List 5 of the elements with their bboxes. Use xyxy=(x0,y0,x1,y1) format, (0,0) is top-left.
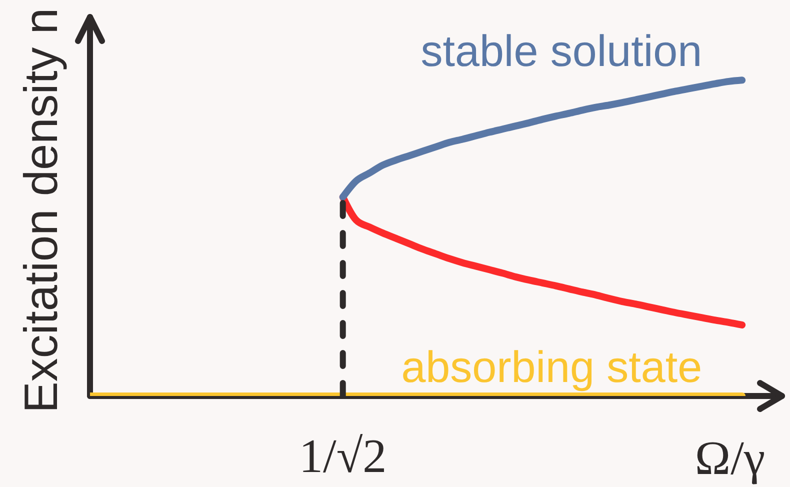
series-label: stable solution xyxy=(420,27,702,76)
series-label: absorbing state xyxy=(401,343,702,392)
text: 1/√2 xyxy=(299,430,387,483)
x-axis-title: Ω/γ xyxy=(694,432,766,485)
y-axis-title: Excitation density n xyxy=(14,8,66,413)
